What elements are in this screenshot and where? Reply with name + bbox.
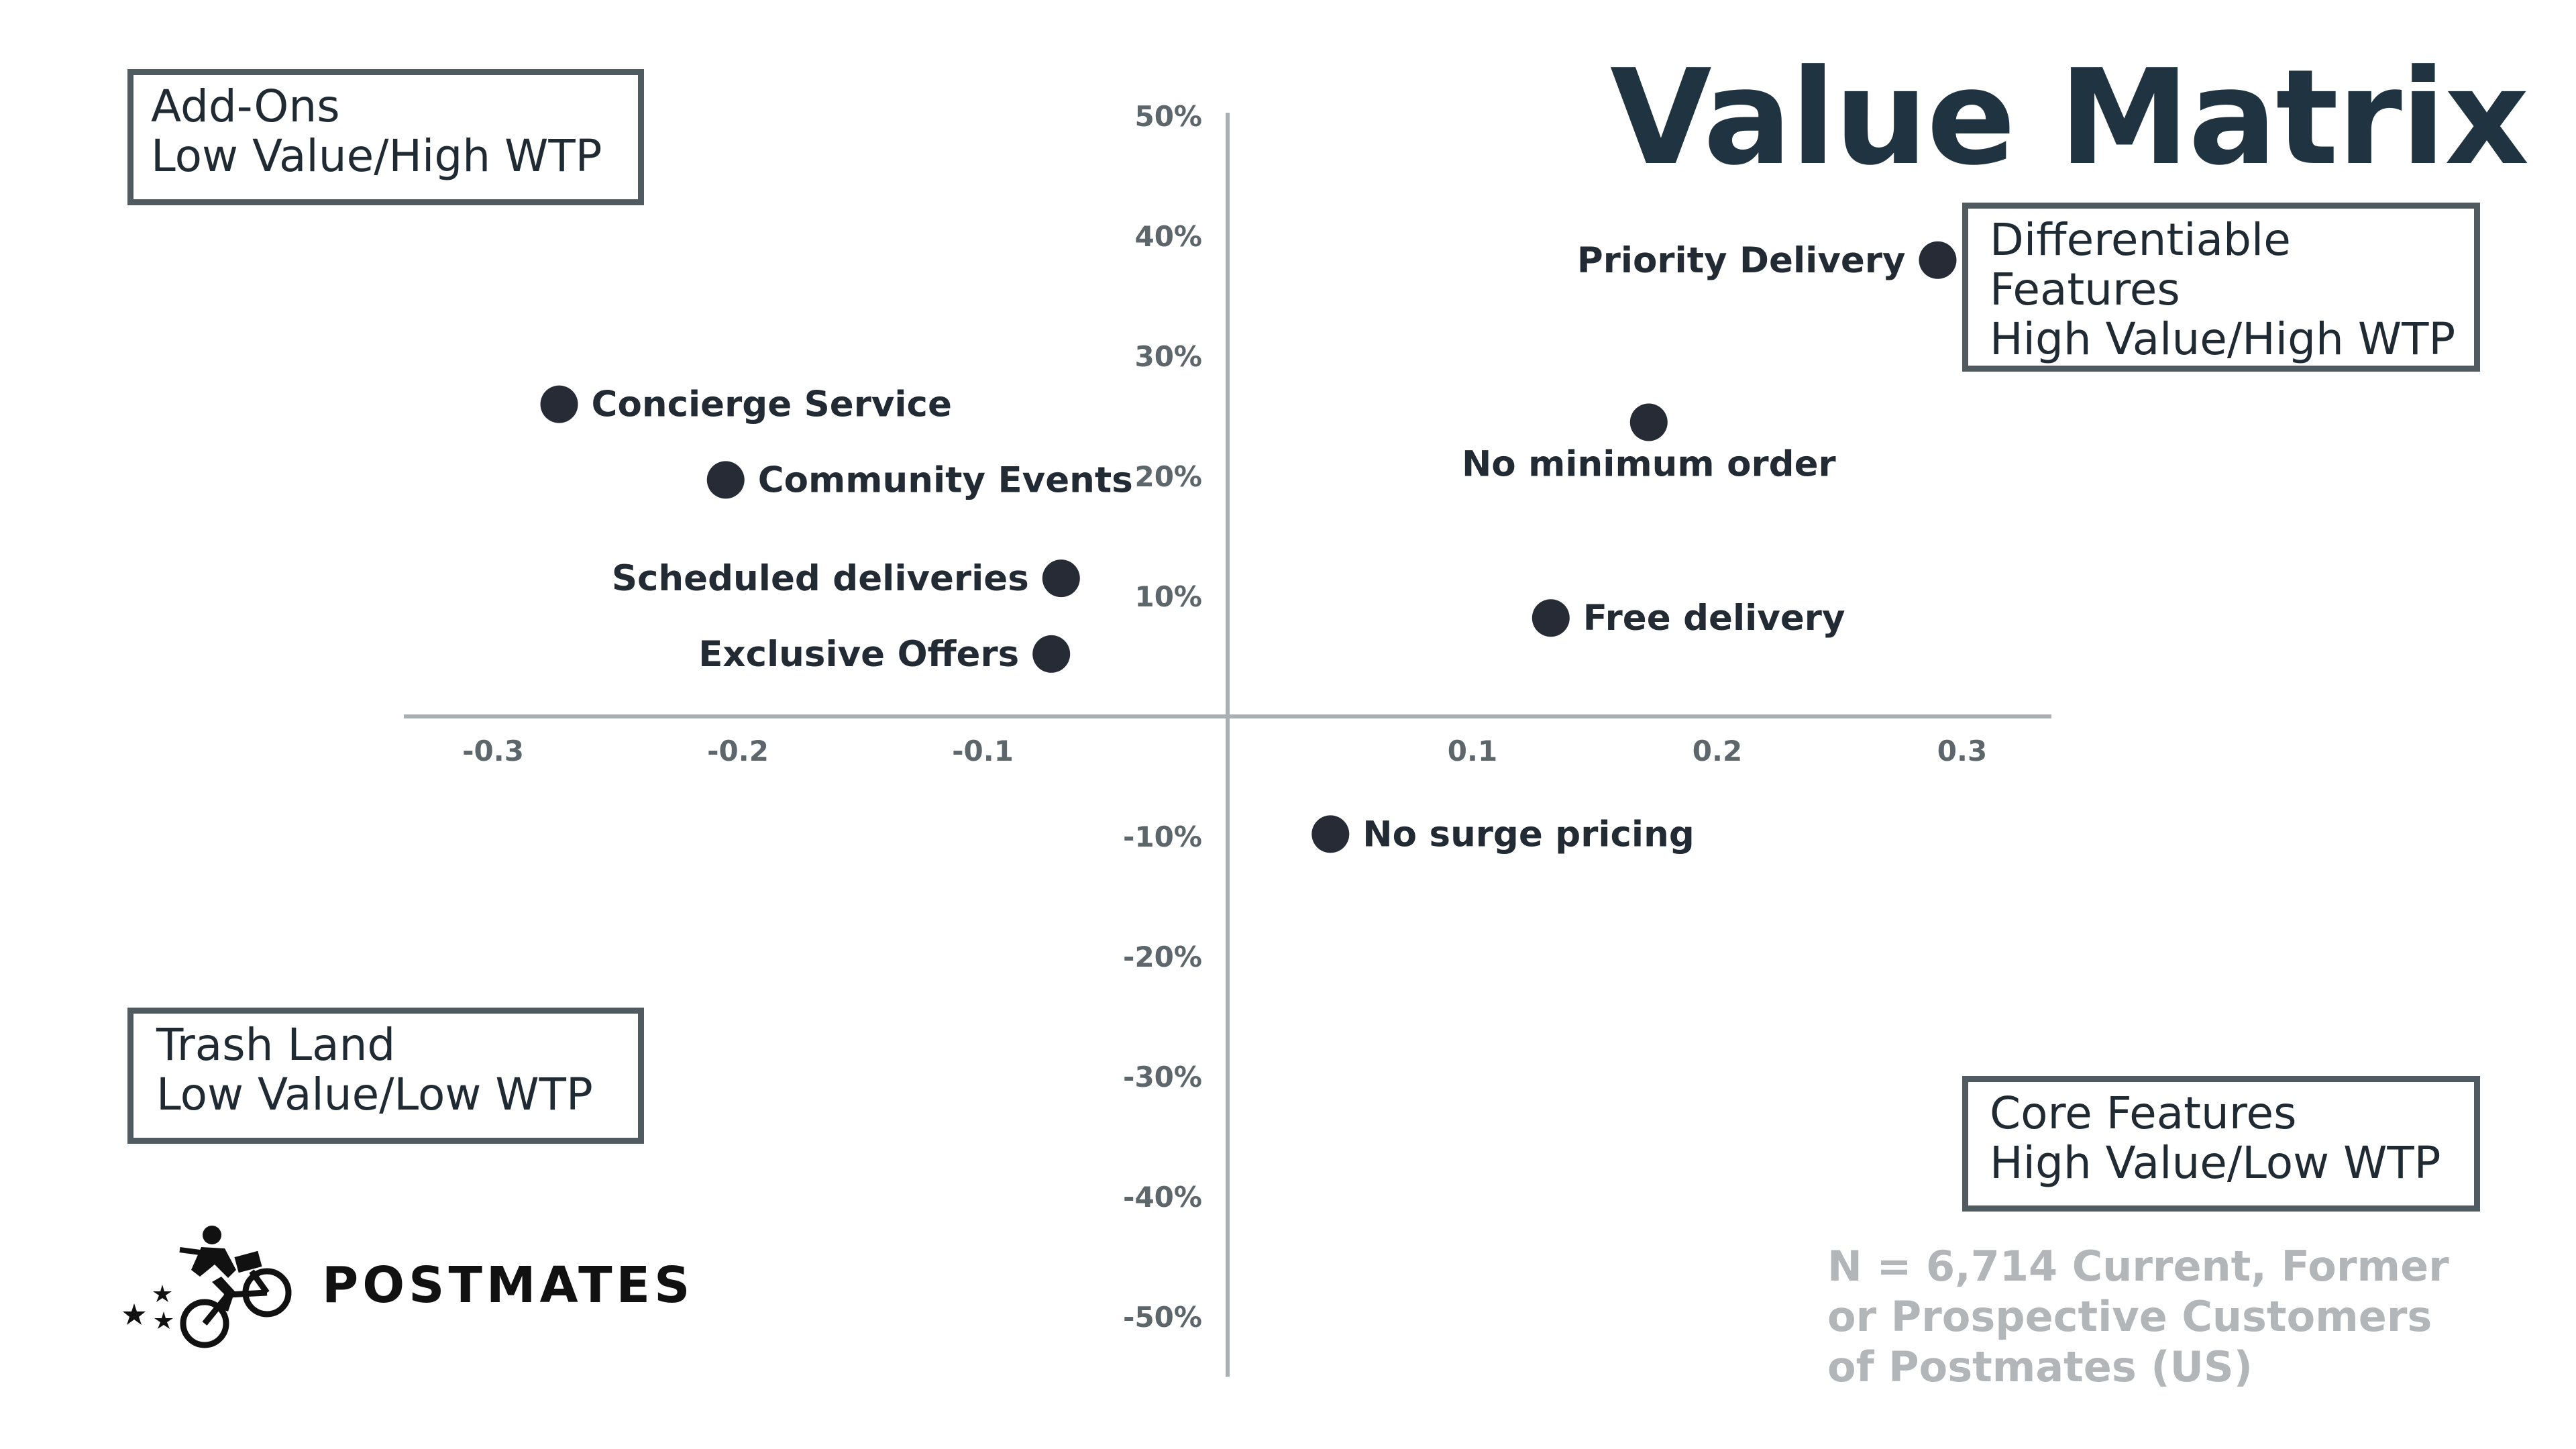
chart-title: Value Matrix <box>1610 42 2529 195</box>
note-line-2: or Prospective Customers <box>1827 1292 2432 1341</box>
note-line-1: N = 6,714 Current, Former <box>1827 1242 2449 1291</box>
data-point-label: Exclusive Offers <box>698 634 1019 675</box>
data-point <box>1629 403 1668 441</box>
sample-size-note: N = 6,714 Current, Former or Prospective… <box>1827 1241 2449 1392</box>
x-tick-label: -0.3 <box>462 735 524 767</box>
data-point-label: Scheduled deliveries <box>612 558 1029 599</box>
x-tick-label: 0.1 <box>1448 735 1497 767</box>
y-tick-label: 20% <box>1134 460 1202 493</box>
data-point <box>1311 815 1350 853</box>
y-tick-label: 40% <box>1134 220 1202 253</box>
quadrant-title: Core Features <box>1990 1087 2297 1139</box>
postmates-logo: POSTMATES <box>121 1218 690 1352</box>
bike-courier-icon <box>123 1226 292 1348</box>
brand-name: POSTMATES <box>322 1256 694 1314</box>
quadrant-title: Differentiable <box>1990 214 2291 266</box>
data-point-label: Priority Delivery <box>1577 240 1906 281</box>
quadrant-box-trash-land: Trash Land Low Value/Low WTP <box>127 1008 644 1144</box>
x-tick-label: 0.2 <box>1693 735 1742 767</box>
y-tick-label: -50% <box>1123 1301 1202 1334</box>
note-line-3: of Postmates (US) <box>1827 1342 2253 1391</box>
quadrant-title-2: Features <box>1990 264 2180 315</box>
quadrant-box-add-ons: Add-Ons Low Value/High WTP <box>127 69 644 205</box>
data-point <box>706 461 745 499</box>
data-point <box>1032 635 1071 673</box>
chart-axes <box>404 113 2051 1377</box>
x-tick-label: -0.1 <box>952 735 1014 767</box>
quadrant-subtitle: Low Value/Low WTP <box>156 1069 593 1120</box>
data-point <box>1532 599 1570 637</box>
data-point-label: No minimum order <box>1462 443 1836 484</box>
data-point-label: Concierge Service <box>592 384 952 425</box>
y-tick-label: -30% <box>1123 1061 1202 1093</box>
x-tick-label: 0.3 <box>1937 735 1987 767</box>
quadrant-subtitle: Low Value/High WTP <box>151 130 602 182</box>
data-point-label: Free delivery <box>1583 598 1845 639</box>
quadrant-title: Add-Ons <box>151 80 340 132</box>
data-point-label: Community Events <box>758 460 1133 500</box>
quadrant-title: Trash Land <box>156 1019 396 1071</box>
y-tick-label: -20% <box>1123 941 1202 973</box>
chart-points: Priority Delivery Concierge Service No min… <box>540 240 1957 855</box>
y-tick-label: 50% <box>1134 100 1202 133</box>
data-point <box>540 385 578 423</box>
quadrant-subtitle: High Value/High WTP <box>1990 313 2456 365</box>
quadrant-box-differentiable-features: Differentiable Features High Value/High … <box>1962 203 2480 372</box>
data-point-label: No surge pricing <box>1362 814 1694 855</box>
data-point <box>1919 241 1957 279</box>
quadrant-subtitle: High Value/Low WTP <box>1990 1137 2441 1189</box>
chart-ticks: -0.3 -0.2 -0.1 0.1 0.2 0.3 50% 40% 30% 20% 10% -10%… <box>462 100 1987 1334</box>
quadrant-box-core-features: Core Features High Value/Low WTP <box>1962 1076 2480 1212</box>
x-tick-label: -0.2 <box>707 735 769 767</box>
y-tick-label: -10% <box>1123 820 1202 853</box>
y-tick-label: -40% <box>1123 1181 1202 1214</box>
y-tick-label: 10% <box>1134 580 1202 613</box>
data-point <box>1042 559 1080 598</box>
y-tick-label: 30% <box>1134 340 1202 373</box>
